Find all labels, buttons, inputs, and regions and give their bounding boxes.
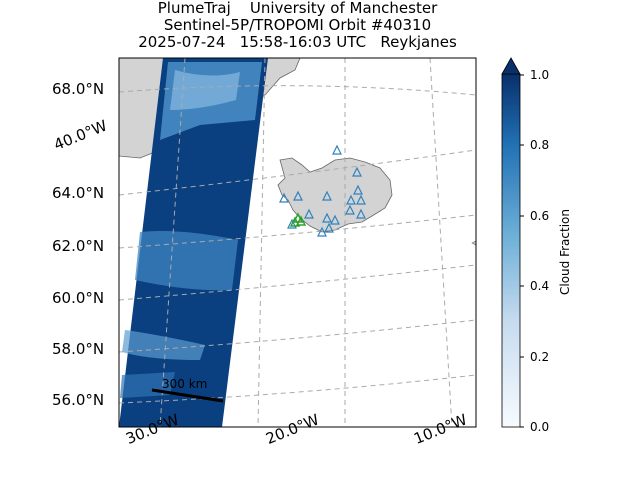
title-line-1: PlumeTraj University of Manchester — [157, 0, 438, 17]
colorbar-tick-0-2: 0.2 — [530, 350, 550, 364]
cloud-patch-4 — [122, 330, 205, 360]
colorbar — [501, 57, 524, 428]
lat-label-62: 62.0°N — [52, 237, 105, 255]
lat-label-68: 68.0°N — [52, 80, 105, 98]
colorbar-tick-0-0: 0.0 — [530, 420, 550, 434]
colorbar-tick-0-8: 0.8 — [530, 138, 550, 152]
colorbar-tick-0-4: 0.4 — [530, 279, 550, 293]
volcano-markers — [279, 144, 366, 237]
title-line-2: Sentinel-5P/TROPOMI Orbit #40310 — [163, 16, 432, 34]
scale-bar-label: 300 km — [162, 377, 208, 391]
scale-bar — [151, 388, 224, 403]
graticule — [119, 58, 476, 427]
colorbar-label: Cloud Fraction — [558, 209, 572, 295]
title-line-3: 2025-07-24 15:58-16:03 UTC Reykjanes — [138, 33, 457, 51]
cloud-patch-2 — [170, 70, 240, 110]
iceland-land — [277, 157, 393, 233]
map-area — [119, 58, 476, 427]
cloud-patch-3 — [135, 231, 238, 291]
lat-label-58: 58.0°N — [52, 340, 105, 358]
source-markers — [289, 212, 307, 227]
colorbar-tick-1-0: 1.0 — [530, 68, 550, 82]
lat-label-56: 56.0°N — [52, 391, 105, 409]
lat-label-64: 64.0°N — [52, 184, 105, 202]
faroe-land — [471, 240, 476, 246]
colorbar-tick-0-6: 0.6 — [530, 209, 550, 223]
lat-label-60: 60.0°N — [52, 289, 105, 307]
